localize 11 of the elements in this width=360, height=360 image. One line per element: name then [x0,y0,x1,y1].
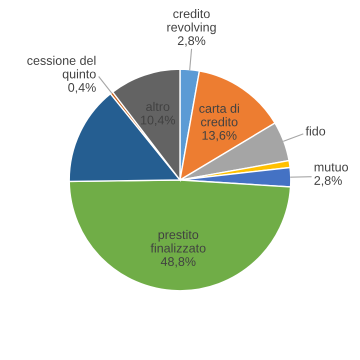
slice-label: carta di credito [199,104,239,126]
data-label: 0,4% [68,83,96,94]
data-label: 2,8% [178,36,206,47]
slice-label: credito revolving [167,9,216,34]
slice-label: prestito finalizzato [150,230,206,253]
data-label: 2,8% [314,176,342,186]
slice-label: cessione del quinto [27,56,96,81]
slice-label: fido [306,126,326,136]
data-label: 13,6% [202,130,237,142]
slice-label: mutuo [314,163,348,172]
data-label: 48,8% [160,257,196,268]
